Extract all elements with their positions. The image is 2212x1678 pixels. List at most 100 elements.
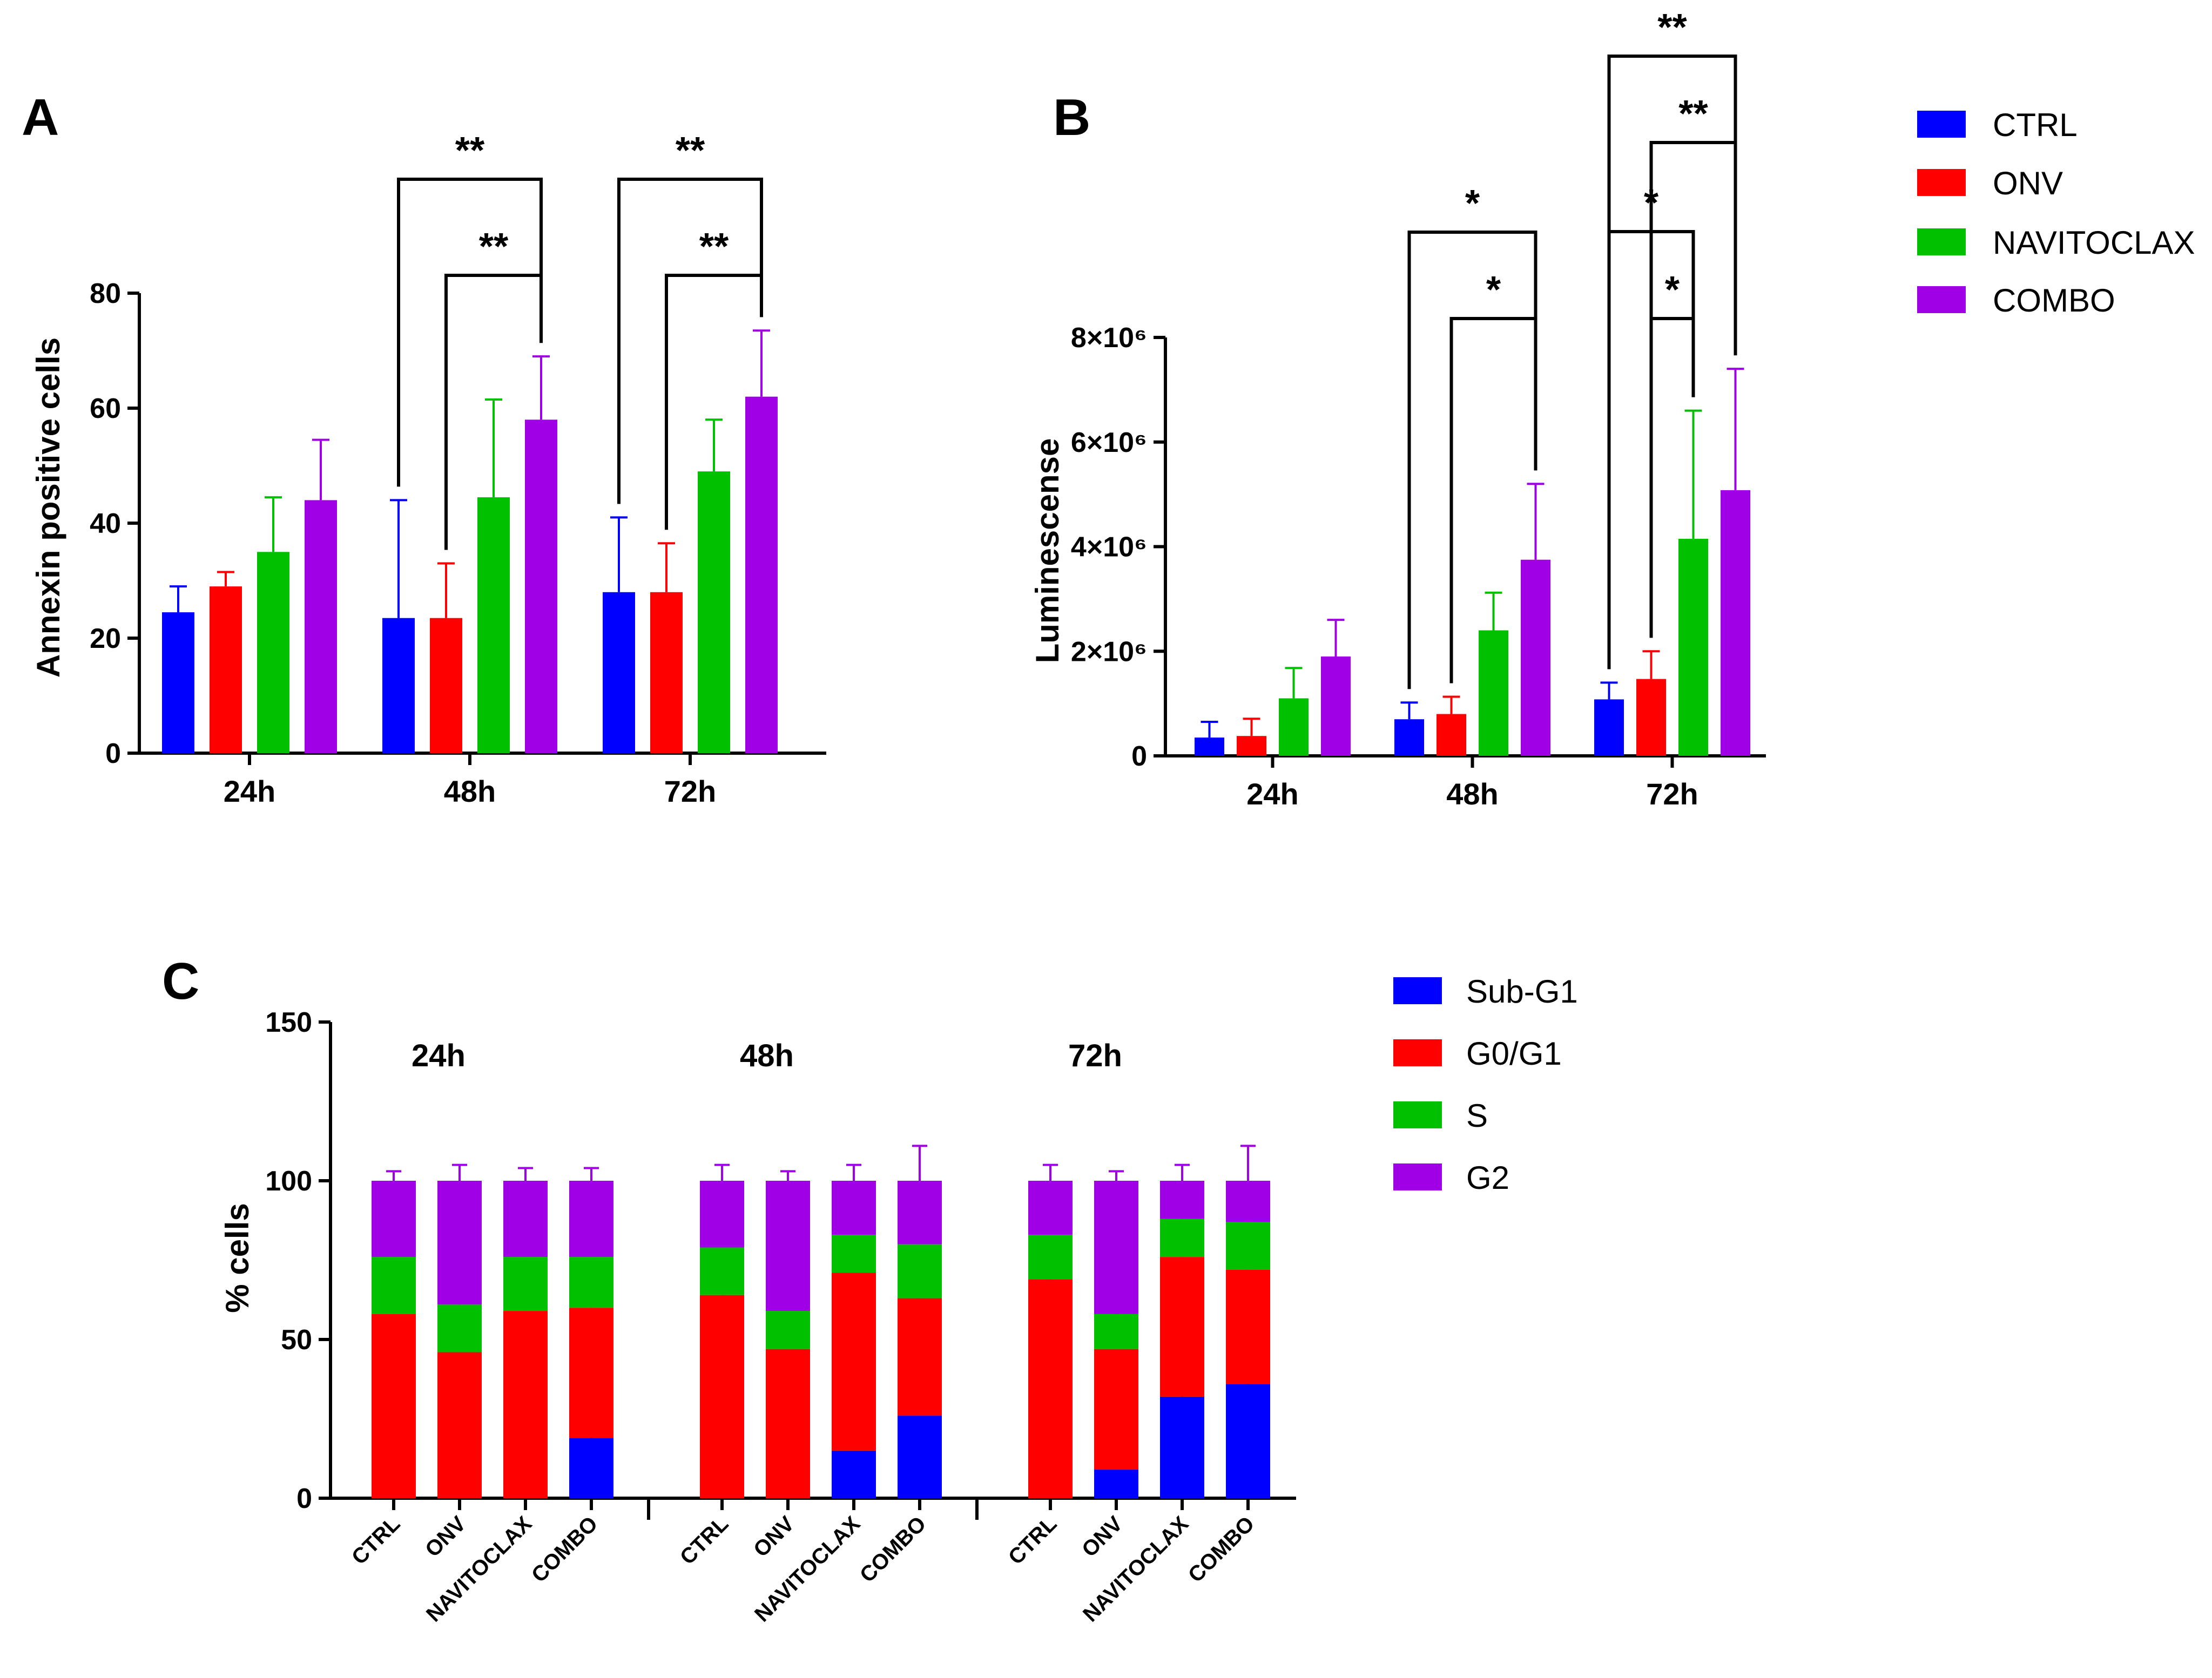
legend-label-g2: G2 xyxy=(1466,1160,1509,1196)
chart-c-segment-g2 xyxy=(437,1181,482,1305)
chart-a-bar-navitoclax xyxy=(477,497,510,753)
chart-b-xtick-label: 48h xyxy=(1446,777,1499,811)
chart-c-segment-s xyxy=(766,1311,810,1349)
chart-c-xtick-label: ONV xyxy=(749,1512,799,1562)
chart-c-ylabel: % cells xyxy=(219,1203,255,1312)
chart-c-ytick-label: 0 xyxy=(296,1483,312,1514)
legend-label-g0g1: G0/G1 xyxy=(1466,1036,1562,1072)
chart-b-ytick-label: 4×10⁶ xyxy=(1071,532,1147,563)
legend-label-combo: COMBO xyxy=(1993,282,2115,319)
chart-a-bar-ctrl xyxy=(603,592,635,753)
chart-a-bar-combo xyxy=(745,396,778,753)
chart-c-segment-s xyxy=(372,1257,416,1314)
chart-c-segment-g2 xyxy=(1160,1181,1204,1219)
chart-a-significance-bracket xyxy=(444,274,543,550)
chart-c-segment-g2 xyxy=(1226,1181,1270,1222)
chart-c-group-label: 24h xyxy=(412,1038,466,1073)
chart-b-significance-bracket xyxy=(1649,317,1695,638)
chart-a-significance-label: ** xyxy=(479,225,509,267)
chart-c-segment-g2 xyxy=(1028,1181,1073,1235)
chart-b-ytick-label: 8×10⁶ xyxy=(1071,322,1147,354)
chart-c-segment-s xyxy=(437,1304,482,1352)
chart-c-xtick-label: CTRL xyxy=(1004,1512,1062,1569)
chart-a: 0 20 40 60 80 24h 48h 72h ** ** ** ** xyxy=(90,129,826,808)
chart-a-ylabel: Annexin positive cells xyxy=(30,337,66,678)
chart-c-segment-g2 xyxy=(1094,1181,1138,1314)
chart-c-segment-s xyxy=(503,1257,548,1311)
chart-c-segment-g0-g1 xyxy=(1160,1257,1204,1397)
legend-swatch-g2 xyxy=(1393,1163,1442,1190)
chart-c-ytick-label: 100 xyxy=(265,1166,312,1197)
panel-letter-a: A xyxy=(22,89,59,146)
chart-b-bar-combo xyxy=(1721,490,1750,756)
chart-c-group-label: 48h xyxy=(740,1038,794,1073)
chart-b-ylabel: Luminescense xyxy=(1029,438,1065,664)
chart-c-segment-g2 xyxy=(569,1181,613,1257)
chart-a-bar-navitoclax xyxy=(698,471,730,753)
chart-b-significance-label: * xyxy=(1644,181,1659,224)
legend-label-onv: ONV xyxy=(1993,165,2063,201)
chart-b-significance-label: * xyxy=(1465,182,1480,224)
legend-swatch-onv xyxy=(1917,169,1966,196)
chart-a-bar-onv xyxy=(650,592,683,753)
legend-label-subg1: Sub-G1 xyxy=(1466,973,1578,1010)
chart-c-segment-g0-g1 xyxy=(503,1311,548,1498)
chart-c-segment-sub-g1 xyxy=(898,1416,942,1498)
chart-b-bar-navitoclax xyxy=(1678,538,1708,756)
chart-c-segment-sub-g1 xyxy=(1226,1384,1270,1498)
chart-c-segment-g0-g1 xyxy=(437,1352,482,1498)
chart-c-segment-s xyxy=(1160,1219,1204,1257)
chart-c-segment-sub-g1 xyxy=(1094,1470,1138,1498)
chart-a-significance-label: ** xyxy=(676,129,705,171)
chart-a-bar-combo xyxy=(305,500,337,753)
chart-b-significance-label: * xyxy=(1486,268,1501,310)
chart-c-segment-g0-g1 xyxy=(832,1273,876,1451)
chart-c-segment-g0-g1 xyxy=(1094,1349,1138,1470)
chart-b-bar-combo xyxy=(1321,656,1351,756)
chart-b-ytick-label: 0 xyxy=(1131,741,1147,772)
chart-b-bar-navitoclax xyxy=(1279,698,1309,756)
chart-c-segment-g2 xyxy=(503,1181,548,1257)
chart-a-significance-bracket xyxy=(397,178,543,487)
chart-c-ytick-label: 150 xyxy=(265,1007,312,1038)
legend-swatch-navitoclax xyxy=(1917,228,1966,255)
chart-a-bar-onv xyxy=(210,586,242,753)
chart-c-xtick-label: COMBO xyxy=(1184,1512,1259,1587)
chart-b-xtick-label: 72h xyxy=(1646,777,1698,811)
legend-swatch-s xyxy=(1393,1101,1442,1128)
chart-c-segment-g2 xyxy=(832,1181,876,1235)
legend-swatch-ctrl xyxy=(1917,111,1966,138)
chart-b-significance-bracket xyxy=(1407,231,1537,689)
chart-b-bar-combo xyxy=(1521,559,1550,756)
chart-b-significance-label: ** xyxy=(1678,92,1708,134)
chart-c-segment-g2 xyxy=(766,1181,810,1311)
chart-b-bar-onv xyxy=(1636,679,1666,756)
chart-c-segment-s xyxy=(700,1247,744,1295)
chart-b-significance-label: ** xyxy=(1657,6,1687,48)
chart-c-segment-g0-g1 xyxy=(1028,1279,1073,1498)
chart-c-segment-s xyxy=(832,1234,876,1273)
chart-a-bar-onv xyxy=(430,618,462,753)
legend-label-ctrl: CTRL xyxy=(1993,107,2078,143)
chart-c-segment-sub-g1 xyxy=(1160,1396,1204,1498)
chart-c-segment-s xyxy=(569,1257,613,1308)
chart-a-ytick-label: 0 xyxy=(105,738,121,769)
legend-label-navitoclax: NAVITOCLAX xyxy=(1993,225,2195,261)
chart-b-bar-ctrl xyxy=(1394,719,1424,756)
chart-a-significance-label: ** xyxy=(699,225,729,267)
chart-b-significance-bracket xyxy=(1607,55,1737,669)
chart-c-segment-s xyxy=(1094,1314,1138,1349)
chart-c-group-label: 72h xyxy=(1068,1038,1122,1073)
chart-a-significance-bracket xyxy=(617,178,763,504)
legend-swatch-combo xyxy=(1917,286,1966,313)
chart-c-segment-s xyxy=(1028,1234,1073,1280)
chart-c-xtick-label: CTRL xyxy=(676,1512,733,1569)
chart-b-significance-bracket xyxy=(1607,230,1695,669)
chart-a-bar-navitoclax xyxy=(257,552,289,753)
chart-c-segment-g0-g1 xyxy=(569,1308,613,1438)
chart-b-xtick-label: 24h xyxy=(1246,777,1299,811)
chart-c-segment-s xyxy=(1226,1222,1270,1270)
